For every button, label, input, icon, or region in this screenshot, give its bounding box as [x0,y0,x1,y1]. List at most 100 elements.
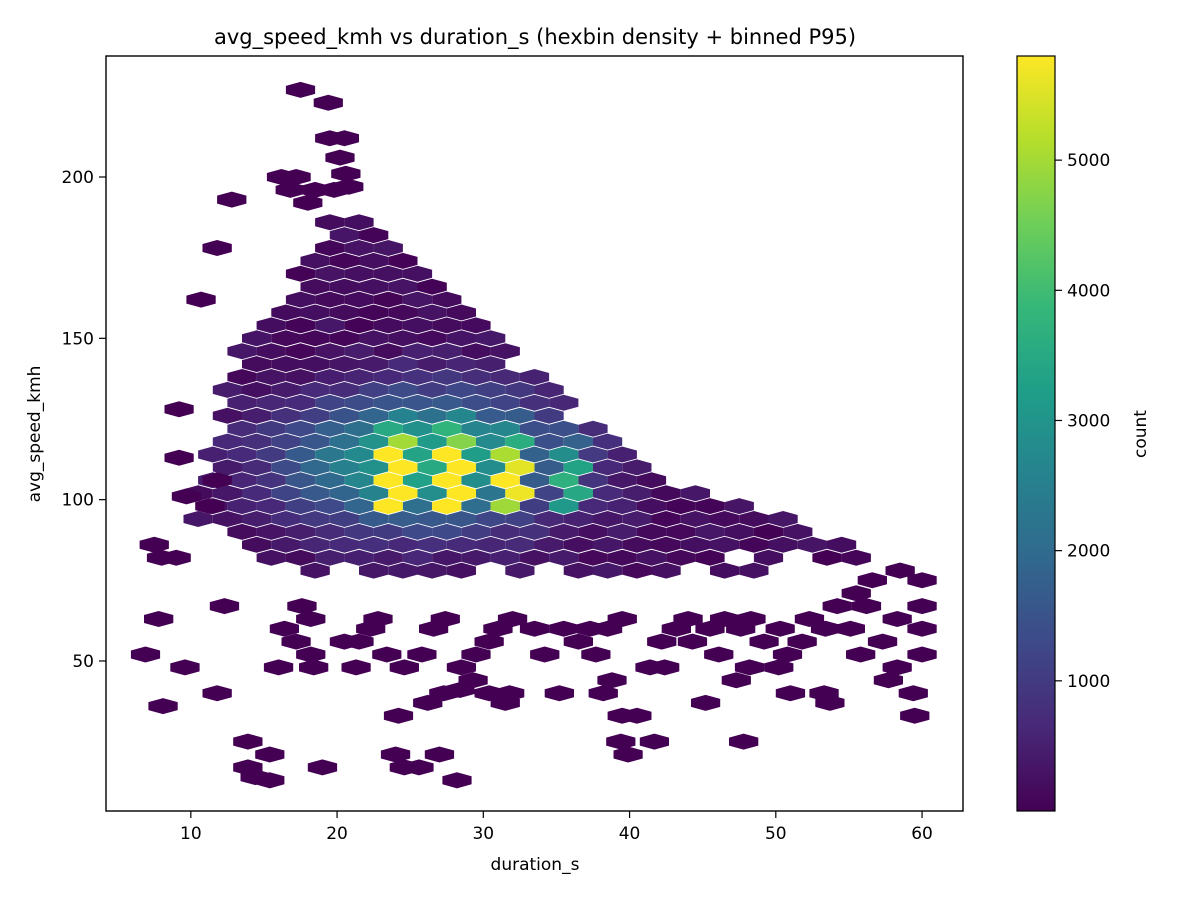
hexbin-cell [666,549,696,566]
hexbin-cell [344,291,374,308]
hexbin-cell [402,549,433,566]
hexbin-cell [242,459,272,476]
hexbin-cell [680,485,710,502]
hexbin-cell [753,549,784,566]
hexbin-cell [285,549,316,566]
hexbin-cell [285,446,316,463]
hexbin-cell [329,130,359,147]
hexbin-cell [647,633,677,650]
hexbin-cell [202,472,232,489]
hexbin-cell [402,394,433,411]
hexbin-cell [907,646,937,663]
hexbin-cell [373,265,403,282]
x-tick-label: 60 [911,824,933,844]
hexbin-cell [815,694,845,711]
hexbin-cell [285,265,316,282]
hexbin-cell [461,498,491,515]
hexbin-cell [285,343,316,360]
hexbin-cell [476,459,506,476]
hexbin-cell [256,549,286,566]
hexbin-cell [810,620,841,637]
hexbin-cell [446,485,476,502]
hexbin-cell [300,433,330,450]
hexbin-cell [359,433,389,450]
hexbin-cell [271,485,301,502]
y-tick-label: 100 [62,491,94,511]
hexbin-cell [388,278,418,295]
hexbin-cell [549,549,579,566]
hexbin-cell [202,240,232,256]
hexbin-cell [242,433,272,450]
hexbin-cell [388,381,418,398]
hexbin-cell [534,511,564,527]
hexbin-cell [373,446,403,463]
hexbin-cell [402,523,433,540]
hexbin-cell [183,511,213,527]
hexbin-cell [578,420,608,437]
hexbin-cell [432,420,462,437]
hexbin-cell [373,369,403,385]
hexbin-cell [461,646,491,663]
hexbin-cell [578,446,608,463]
hexbin-cell [607,472,637,489]
hexbin-cell [202,685,232,702]
hexbin-cell [417,459,447,476]
hexbin-cell [344,394,374,411]
colorbar-gradient [1016,55,1056,812]
hexbin-cell [363,611,393,627]
hexbin-cell [329,252,359,269]
hexbin-cell [359,536,389,553]
hexbin-cell [315,549,345,566]
hexbin-cell [739,536,769,553]
hexbin-cell [256,394,286,411]
hexbin-cell [442,772,472,789]
hexbin-cell [772,646,803,663]
hexbin-cell [315,446,345,463]
hexbin-cell [329,278,359,295]
hexbin-cell [329,356,359,373]
hexbin-cell [359,252,389,269]
hexbin-cell [563,433,593,450]
hexbin-cell [388,536,418,553]
hexbin-cell [430,611,460,627]
hexbin-cell [293,194,323,211]
hexbin-cell [404,759,434,776]
hexbin-cell [402,472,433,489]
hexbin-cell [534,485,564,502]
hexbin-cell [300,356,330,373]
hexbin-cell [458,672,488,689]
hexbin-cell [389,659,419,676]
hexbin-cell [710,511,740,527]
hexbin-cell [534,459,564,476]
hexbin-cell [344,498,374,515]
hexbin-cell [373,549,403,566]
hexbin-cell [331,165,361,182]
hexbin-cell [256,317,286,334]
hexbin-cell [461,549,491,566]
hexbin-cell [432,549,462,566]
hexbin-cell [285,369,316,385]
hexbin-cell [490,472,520,489]
hexbin-cell [607,498,637,515]
hexbin-cell [373,394,403,411]
hexbin-cell [534,407,564,424]
hexbin-cell [476,485,506,502]
hexbin-cell [285,420,316,437]
hexbin-cell [432,369,462,385]
hexbin-cell [315,498,345,515]
hexbin-cell [622,485,652,502]
hexbin-cell [256,446,286,463]
hexbin-cell [373,317,403,334]
hexbin-cell [622,511,652,527]
hexbin-cell [851,598,882,615]
hexbin-cell [417,381,447,398]
hexbin-cell [432,394,462,411]
hexbin-cell [388,459,418,476]
hexbin-cell [593,511,623,527]
hexbin-cell [765,620,795,637]
hexbin-cell [402,317,433,334]
hexbin-cell [300,252,330,269]
hexbin-cell [271,407,301,424]
hexbin-cell [563,562,593,579]
hexbin-cell [417,485,447,502]
